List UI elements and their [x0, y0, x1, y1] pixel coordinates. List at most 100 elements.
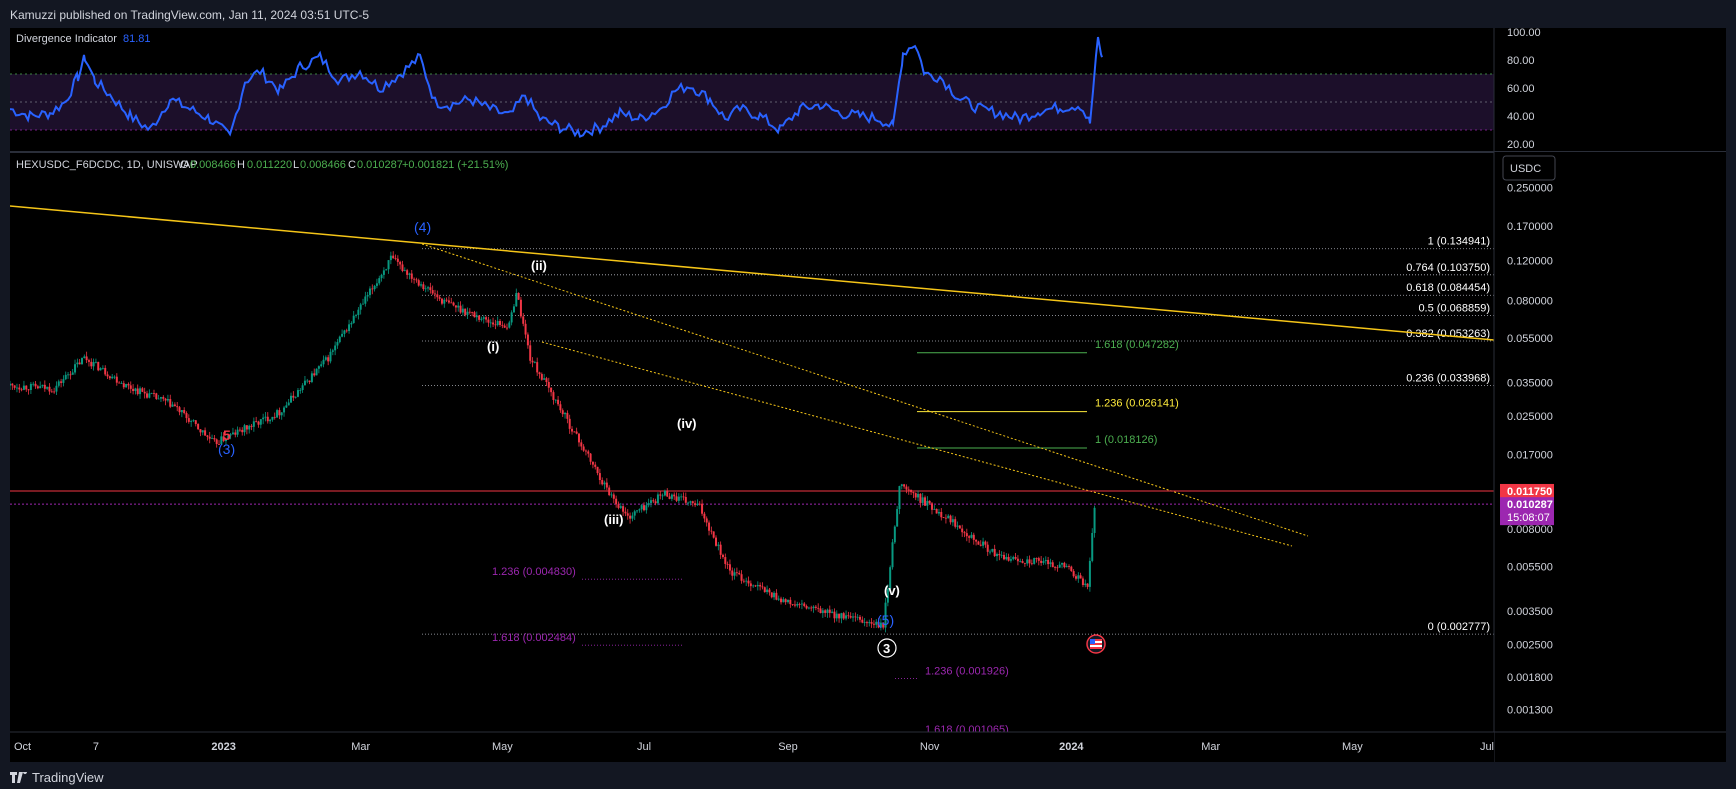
candle-body [1040, 560, 1043, 563]
wave-label-v[interactable]: (v) [884, 583, 900, 598]
candle-body [394, 258, 397, 259]
price-tick: 0.055000 [1507, 333, 1553, 345]
candle-body [956, 525, 959, 527]
candle-body [675, 496, 678, 501]
candle-body [399, 261, 402, 265]
candle-body [601, 480, 604, 485]
candle-body [719, 544, 722, 555]
time-axis[interactable]: Oct 7 2023 Mar May Jul Sep Nov 2024 Mar May Jul [10, 731, 1726, 762]
candle-body [824, 610, 827, 613]
candle-body [638, 509, 641, 511]
candle-body [252, 421, 255, 427]
candle-body [69, 374, 72, 376]
candle-body [438, 297, 441, 299]
candle-body [610, 494, 613, 496]
candles[interactable] [9, 251, 1096, 633]
fib-extension-up[interactable]: 1.618 (0.047282) 1.236 (0.026141) 1 (0.018… [917, 339, 1179, 449]
candle-body [352, 315, 355, 323]
candle-body [663, 490, 666, 496]
candle-body [1047, 559, 1050, 565]
wave-label-4[interactable]: (4) [414, 219, 431, 235]
candle-body [1049, 562, 1052, 565]
candle-body [557, 399, 560, 405]
candle-body [299, 390, 302, 391]
us-flag-icon[interactable] [1086, 634, 1106, 654]
trendline-dotted-1[interactable] [421, 243, 1309, 537]
wave-label-5-red[interactable]: 5 [223, 427, 231, 443]
wave-label-ii[interactable]: (ii) [531, 258, 547, 273]
candle-body [877, 621, 880, 628]
wave-label-3[interactable]: (3) [218, 441, 235, 457]
candle-body [227, 435, 230, 440]
price-tick: 0.001300 [1507, 704, 1553, 716]
candle-body [575, 431, 578, 434]
fib-extension-down-left[interactable]: 1.236 (0.004830) 1.618 (0.002484) [492, 566, 682, 646]
candle-body [150, 392, 153, 394]
trendline-main[interactable] [9, 205, 1495, 341]
wave-label-iii[interactable]: (iii) [604, 512, 624, 527]
candle-body [763, 587, 766, 593]
candle-body [473, 312, 476, 318]
fib-level-label: 0.236 (0.033968) [1406, 373, 1490, 385]
candle-body [280, 412, 283, 416]
countdown-text: 15:08:07 [1507, 512, 1550, 524]
candle-body [626, 513, 629, 516]
candle-body [303, 380, 306, 386]
price-pane[interactable]: 1 (0.134941) 0.764 (0.103750) 0.618 (0.084… [9, 159, 1495, 738]
candle-body [793, 604, 796, 606]
candle-body [169, 399, 172, 407]
candle-body [726, 563, 729, 565]
candle-body [27, 389, 30, 391]
wave-label-3-circled[interactable]: 3 [883, 641, 890, 656]
candle-body [905, 486, 908, 490]
fib-level-label: 0 (0.002777) [1428, 621, 1490, 633]
fib-retracement[interactable]: 1 (0.134941) 0.764 (0.103750) 0.618 (0.084… [422, 236, 1494, 635]
candle-body [29, 383, 32, 390]
candle-body [148, 393, 151, 398]
chart-area[interactable]: Divergence Indicator 81.81 100.00 80.00 60… [9, 27, 1726, 762]
candle-body [1077, 575, 1080, 579]
candle-body [1081, 578, 1084, 586]
tradingview-logo[interactable]: TradingView [10, 770, 104, 785]
wave-label-5[interactable]: (5) [877, 612, 894, 628]
trendline-dotted-2[interactable] [541, 341, 1293, 547]
candle-body [791, 604, 794, 605]
candle-body [489, 322, 492, 324]
wave-label-i[interactable]: (i) [487, 339, 499, 354]
candle-body [1086, 583, 1089, 587]
candle-body [547, 382, 550, 388]
candle-body [1028, 559, 1031, 564]
candle-body [591, 461, 594, 465]
candle-body [245, 425, 248, 430]
candle-body [608, 487, 611, 496]
candle-body [57, 381, 60, 386]
candle-body [761, 586, 764, 588]
indicator-pane[interactable]: Divergence Indicator 81.81 100.00 80.00 60… [9, 27, 1541, 152]
chart-svg[interactable]: Divergence Indicator 81.81 100.00 80.00 60… [9, 27, 1726, 762]
indicator-axis[interactable]: 100.00 80.00 60.00 40.00 20.00 [1507, 27, 1541, 151]
price-axis[interactable]: USDC 0.250000 0.170000 0.120000 0.080000 0.0… [1494, 152, 1726, 762]
candle-body [459, 305, 462, 313]
fib-extension-down-right[interactable]: 1.236 (0.001926)1.618 (0.001065) [895, 665, 1009, 738]
wave-label-3-circle [877, 638, 897, 658]
wave-labels[interactable]: (4) (ii) (i) (iv) (iii) (v) (5) 3 5 (3) [218, 219, 900, 658]
candle-body [238, 429, 241, 431]
footer-bar: TradingView [0, 762, 1736, 789]
candle-body [32, 383, 35, 385]
candle-body [645, 505, 648, 511]
time-tick: May [1342, 741, 1363, 753]
price-tick: 0.120000 [1507, 255, 1553, 267]
wave-label-iv[interactable]: (iv) [677, 416, 697, 431]
currency-button[interactable] [1502, 155, 1556, 181]
candle-body [784, 599, 787, 603]
candle-body [796, 603, 799, 606]
candle-body [76, 362, 79, 365]
candle-body [1091, 533, 1094, 561]
candle-body [875, 621, 878, 625]
time-tick: 2023 [211, 741, 235, 753]
candle-body [436, 294, 439, 298]
currency-label[interactable]: USDC [1510, 163, 1541, 175]
candle-body [366, 295, 369, 297]
candle-body [958, 525, 961, 529]
candle-body [152, 392, 155, 394]
